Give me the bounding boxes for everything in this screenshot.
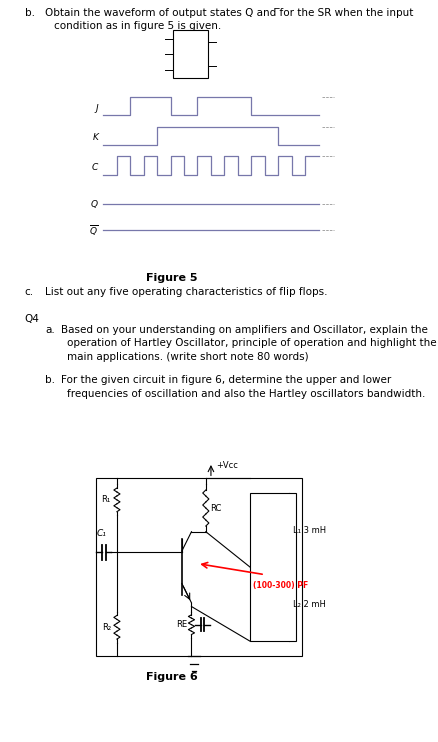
Text: L₂ 2 mH: L₂ 2 mH: [292, 600, 325, 608]
Text: Q: Q: [91, 200, 98, 209]
Bar: [173, 30, 207, 79]
Text: Obtain the waveform of output states Q and ̅for the SR when the input: Obtain the waveform of output states Q a…: [45, 8, 413, 18]
Text: List out any five operating characteristics of flip flops.: List out any five operating characterist…: [45, 287, 327, 298]
Text: b.: b.: [25, 8, 35, 18]
Text: a.: a.: [45, 325, 55, 335]
Text: C₁: C₁: [97, 528, 107, 538]
Text: J: J: [174, 36, 177, 42]
Text: Figure 5: Figure 5: [145, 273, 197, 283]
Text: $\overline{Q}$: $\overline{Q}$: [89, 223, 98, 237]
Text: J: J: [95, 104, 98, 113]
Text: K: K: [174, 68, 179, 73]
Text: frequencies of oscillation and also the Hartley oscillators bandwidth.: frequencies of oscillation and also the …: [67, 389, 425, 398]
Text: $\overline{Q}$: $\overline{Q}$: [198, 61, 206, 72]
Text: L₁ 3 mH: L₁ 3 mH: [292, 526, 325, 535]
Text: For the given circuit in figure 6, determine the upper and lower: For the given circuit in figure 6, deter…: [60, 375, 390, 385]
Text: Q: Q: [200, 39, 206, 45]
Text: K: K: [92, 134, 98, 142]
Text: c.: c.: [25, 287, 34, 298]
Text: b.: b.: [45, 375, 55, 385]
Text: Figure 6: Figure 6: [145, 672, 197, 682]
Text: C: C: [92, 162, 98, 172]
Bar: [96, 479, 301, 656]
Text: (100-300) PF: (100-300) PF: [252, 580, 307, 590]
Text: Q4: Q4: [25, 314, 39, 324]
Text: RC: RC: [210, 504, 222, 513]
Text: Based on your understanding on amplifiers and Oscillator, explain the: Based on your understanding on amplifier…: [60, 325, 427, 335]
Text: C: C: [174, 51, 179, 57]
Text: RE: RE: [176, 620, 187, 629]
Text: R₂: R₂: [102, 623, 110, 631]
Text: condition as in figure 5 is given.: condition as in figure 5 is given.: [53, 22, 220, 31]
Text: operation of Hartley Oscillator, principle of operation and highlight the: operation of Hartley Oscillator, princip…: [67, 338, 436, 349]
Text: R₁: R₁: [101, 496, 110, 505]
Text: main applications. (write short note 80 words): main applications. (write short note 80 …: [67, 352, 308, 362]
Bar: [250, 493, 296, 641]
Text: +Vcc: +Vcc: [215, 461, 237, 470]
